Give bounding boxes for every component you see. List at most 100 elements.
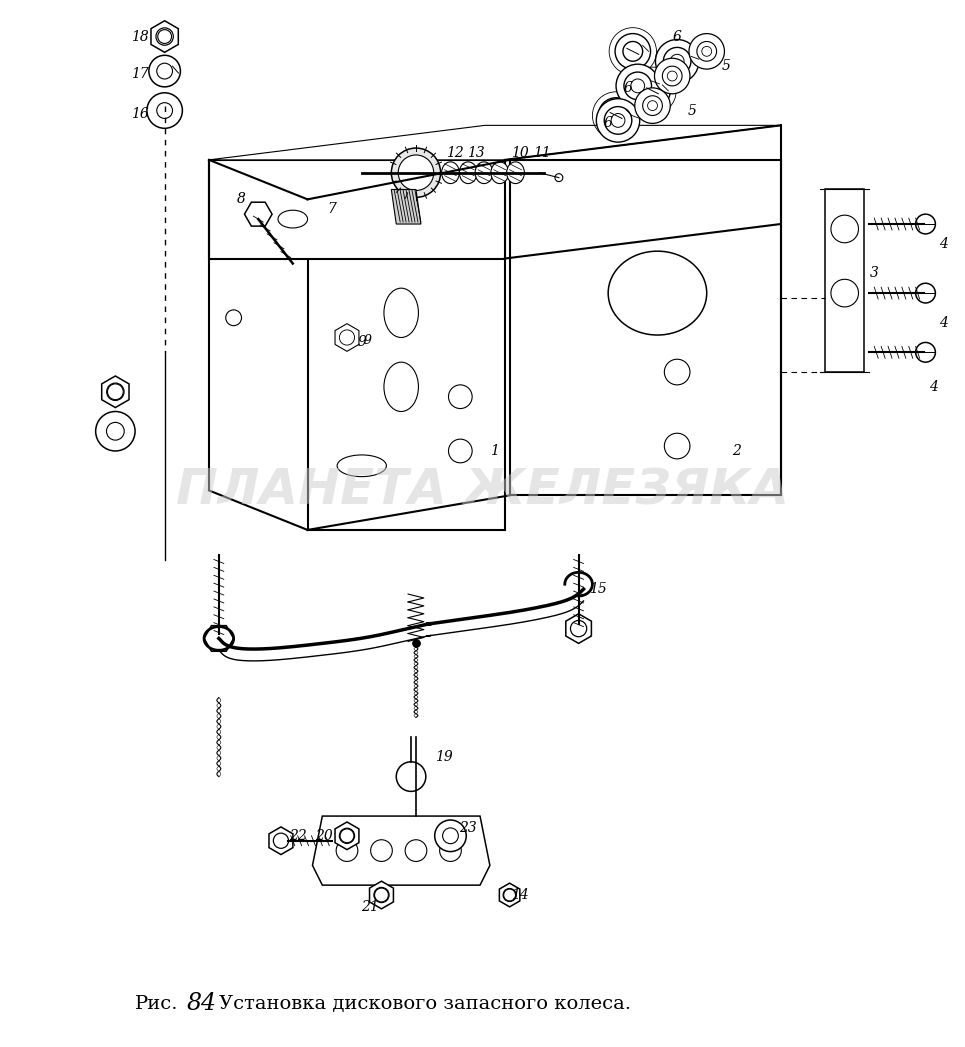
- Ellipse shape: [442, 162, 459, 183]
- Text: 5: 5: [722, 59, 731, 73]
- Text: 21: 21: [361, 899, 378, 914]
- Circle shape: [443, 828, 458, 844]
- Ellipse shape: [608, 251, 706, 335]
- Circle shape: [615, 34, 650, 69]
- Polygon shape: [101, 376, 129, 407]
- Polygon shape: [204, 626, 234, 651]
- Text: 2: 2: [731, 444, 741, 458]
- Circle shape: [671, 54, 684, 68]
- Text: 9: 9: [364, 334, 372, 348]
- Text: 3: 3: [869, 266, 879, 281]
- Text: 11: 11: [534, 146, 551, 160]
- Ellipse shape: [278, 210, 308, 228]
- Circle shape: [689, 34, 725, 69]
- Circle shape: [831, 215, 859, 243]
- Circle shape: [655, 40, 699, 83]
- Text: 1: 1: [490, 444, 499, 458]
- Circle shape: [340, 828, 354, 844]
- Text: 12: 12: [447, 146, 464, 160]
- Circle shape: [668, 71, 677, 81]
- Text: 14: 14: [510, 888, 528, 903]
- Circle shape: [604, 107, 632, 134]
- Text: 84: 84: [186, 993, 216, 1015]
- Circle shape: [434, 820, 466, 851]
- Circle shape: [598, 97, 634, 133]
- Polygon shape: [244, 202, 272, 226]
- Circle shape: [405, 840, 427, 862]
- Circle shape: [662, 66, 682, 86]
- Circle shape: [916, 342, 935, 362]
- Circle shape: [273, 833, 289, 848]
- Text: 15: 15: [590, 582, 607, 596]
- Circle shape: [156, 103, 173, 118]
- Ellipse shape: [507, 162, 524, 183]
- Circle shape: [449, 439, 472, 463]
- Ellipse shape: [475, 162, 493, 183]
- Circle shape: [397, 762, 426, 792]
- Polygon shape: [370, 882, 394, 909]
- Text: Рис.: Рис.: [135, 995, 179, 1012]
- Circle shape: [663, 47, 691, 75]
- Polygon shape: [269, 827, 293, 854]
- Circle shape: [643, 81, 662, 101]
- Circle shape: [664, 359, 690, 385]
- Text: 4: 4: [939, 316, 948, 330]
- Text: 6: 6: [604, 116, 613, 131]
- Text: ПЛАНЕТА ЖЕЛЕЗЯКА: ПЛАНЕТА ЖЕЛЕЗЯКА: [177, 467, 789, 514]
- Text: 23: 23: [459, 821, 477, 834]
- Circle shape: [643, 95, 662, 115]
- Polygon shape: [313, 816, 490, 885]
- Circle shape: [916, 284, 935, 303]
- Text: 5: 5: [687, 104, 697, 117]
- Circle shape: [611, 113, 625, 128]
- Polygon shape: [308, 199, 505, 530]
- Circle shape: [596, 98, 640, 142]
- Polygon shape: [209, 160, 505, 259]
- Circle shape: [340, 330, 354, 346]
- Circle shape: [697, 42, 717, 61]
- Ellipse shape: [337, 455, 386, 476]
- Text: 20: 20: [316, 829, 333, 843]
- Circle shape: [635, 73, 671, 109]
- Circle shape: [399, 155, 433, 191]
- Polygon shape: [209, 126, 781, 160]
- Text: 8: 8: [237, 193, 246, 206]
- Polygon shape: [565, 614, 592, 644]
- Text: 17: 17: [131, 67, 149, 81]
- Circle shape: [623, 42, 643, 61]
- Polygon shape: [151, 21, 179, 52]
- Ellipse shape: [384, 288, 419, 337]
- Circle shape: [606, 106, 626, 126]
- Circle shape: [374, 888, 388, 901]
- Circle shape: [449, 385, 472, 408]
- Polygon shape: [499, 884, 520, 907]
- Polygon shape: [335, 822, 359, 849]
- Text: 6: 6: [623, 81, 632, 95]
- Circle shape: [503, 889, 516, 901]
- Circle shape: [149, 55, 180, 87]
- Text: 18: 18: [131, 29, 149, 44]
- Text: 6: 6: [673, 29, 681, 44]
- Text: 19: 19: [434, 750, 453, 764]
- Circle shape: [555, 174, 563, 181]
- Circle shape: [631, 79, 645, 93]
- Circle shape: [916, 215, 935, 233]
- Text: 13: 13: [467, 146, 485, 160]
- Polygon shape: [335, 324, 359, 352]
- Circle shape: [147, 93, 182, 129]
- Text: 10: 10: [510, 146, 528, 160]
- Circle shape: [440, 840, 461, 862]
- Polygon shape: [510, 160, 781, 495]
- Text: 7: 7: [328, 202, 337, 217]
- Circle shape: [664, 433, 690, 459]
- Circle shape: [616, 64, 659, 108]
- Circle shape: [635, 88, 671, 124]
- Text: 9: 9: [357, 335, 366, 350]
- Circle shape: [570, 621, 587, 637]
- Ellipse shape: [459, 162, 477, 183]
- Text: 22: 22: [289, 829, 307, 843]
- Circle shape: [157, 29, 172, 44]
- Circle shape: [624, 72, 651, 99]
- Circle shape: [702, 46, 711, 57]
- Polygon shape: [392, 190, 421, 224]
